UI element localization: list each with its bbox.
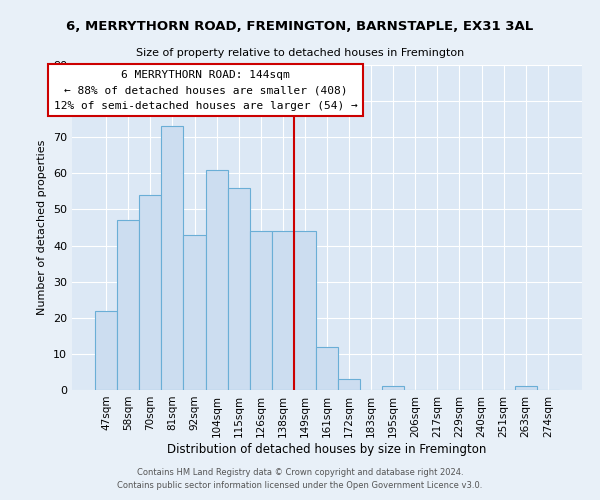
Bar [316,346,338,390]
X-axis label: Distribution of detached houses by size in Fremington: Distribution of detached houses by size … [167,442,487,456]
Bar [139,195,161,390]
Bar [382,386,404,390]
Bar [338,379,360,390]
Bar [206,170,227,390]
Text: 6 MERRYTHORN ROAD: 144sqm
← 88% of detached houses are smaller (408)
12% of semi: 6 MERRYTHORN ROAD: 144sqm ← 88% of detac… [53,70,358,111]
Bar [272,231,294,390]
Text: Contains HM Land Registry data © Crown copyright and database right 2024.
Contai: Contains HM Land Registry data © Crown c… [118,468,482,490]
Y-axis label: Number of detached properties: Number of detached properties [37,140,47,315]
Bar [161,126,184,390]
Text: Size of property relative to detached houses in Fremington: Size of property relative to detached ho… [136,48,464,58]
Bar [250,231,272,390]
Text: 6, MERRYTHORN ROAD, FREMINGTON, BARNSTAPLE, EX31 3AL: 6, MERRYTHORN ROAD, FREMINGTON, BARNSTAP… [67,20,533,33]
Bar [515,386,537,390]
Bar [184,234,206,390]
Bar [117,220,139,390]
Bar [294,231,316,390]
Bar [95,310,117,390]
Bar [227,188,250,390]
